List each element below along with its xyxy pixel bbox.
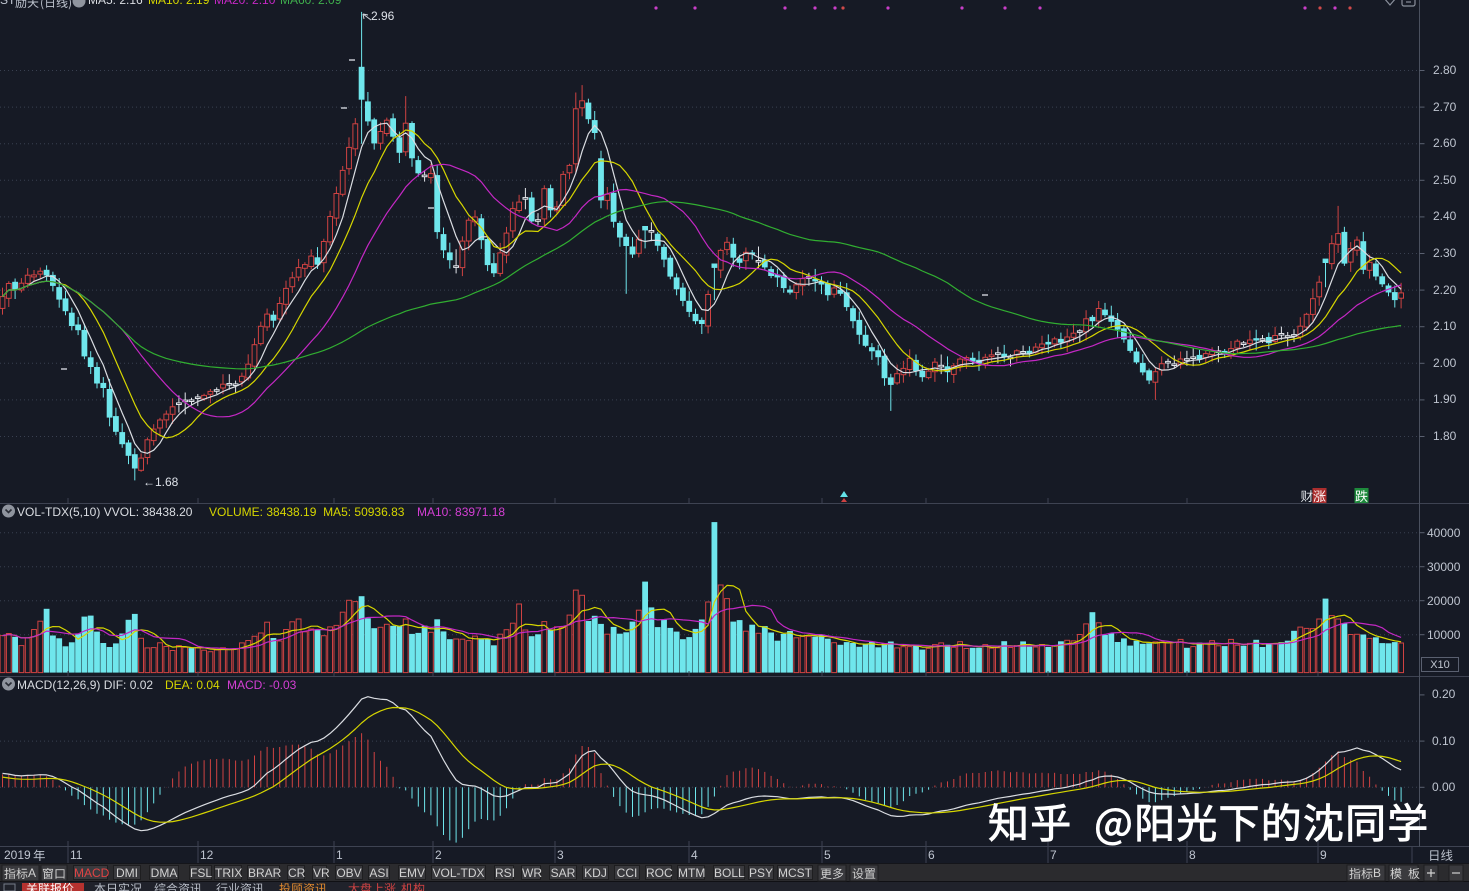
svg-text:A: A [28,866,36,880]
svg-text:B: B [1373,866,1381,880]
